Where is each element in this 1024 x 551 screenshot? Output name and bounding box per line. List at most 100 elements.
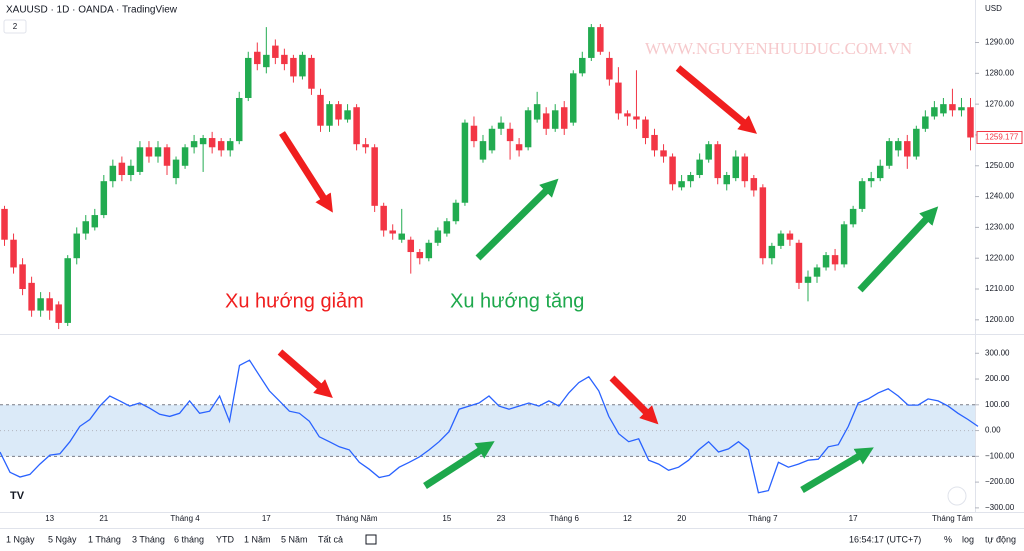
candle-body: [705, 144, 712, 160]
candle-body: [64, 258, 71, 323]
arrow-down: [609, 375, 659, 425]
candle-body: [299, 54, 306, 77]
clock: 16:54:17 (UTC+7): [849, 534, 921, 544]
candle-body: [272, 45, 279, 58]
candle-body: [759, 187, 767, 259]
candle-body: [786, 233, 794, 240]
candle-body: [768, 245, 776, 259]
candle-body: [163, 147, 171, 166]
candle-body: [199, 138, 207, 145]
candle-body: [678, 181, 685, 188]
x-tick-label: Tháng 4: [170, 514, 200, 523]
candle-body: [831, 255, 839, 265]
auto-toggle[interactable]: tự động: [985, 534, 1016, 544]
candle-body: [407, 239, 415, 253]
candle-body: [55, 304, 62, 323]
x-tick-label: 17: [849, 514, 858, 523]
candle-body: [795, 242, 803, 283]
range-button[interactable]: 1 Ngày: [6, 534, 35, 544]
range-button[interactable]: Tất cả: [318, 534, 343, 544]
range-button[interactable]: 6 tháng: [174, 534, 204, 544]
y-tick-label: 1200.00: [985, 315, 1014, 324]
candle-body: [633, 116, 640, 120]
candle-body: [904, 141, 911, 157]
x-tick-label: 21: [99, 514, 108, 523]
candle-body: [254, 51, 261, 65]
watermark: WWW.NGUYENHUUDUC.COM.VN: [645, 39, 912, 58]
candle-body: [876, 165, 884, 179]
candle-body: [353, 107, 360, 145]
date-range-icon[interactable]: [365, 534, 377, 545]
x-tick-label: Tháng Năm: [336, 514, 378, 523]
y-tick-label: −100.00: [985, 451, 1015, 460]
candle-body: [263, 54, 270, 68]
arrow-down: [277, 349, 333, 398]
candle-body: [19, 264, 26, 290]
candle-body: [867, 178, 875, 182]
candle-body: [452, 202, 460, 222]
candle-body: [362, 144, 369, 148]
range-button[interactable]: 3 Tháng: [132, 534, 165, 544]
badge-box[interactable]: [3, 19, 27, 34]
y-tick-label: 1220.00: [985, 253, 1014, 262]
candle-body: [389, 230, 396, 234]
candle-body: [687, 175, 694, 182]
candle-body: [10, 239, 17, 268]
currency[interactable]: USD: [985, 4, 1002, 13]
candle-body: [208, 138, 216, 148]
range-button[interactable]: 1 Tháng: [88, 534, 121, 544]
candle-body: [858, 181, 866, 209]
candle-body: [931, 107, 938, 117]
candle-body: [913, 128, 920, 157]
x-tick-label: 23: [497, 514, 506, 523]
candle-body: [235, 97, 243, 142]
y-tick-label: 1290.00: [985, 38, 1014, 47]
candle-body: [73, 233, 80, 259]
y-tick-label: 300.00: [985, 348, 1010, 357]
candle-body: [696, 159, 703, 176]
tv-logo: TV: [10, 490, 25, 502]
x-tick-label: 12: [623, 514, 632, 523]
log-toggle[interactable]: log: [962, 534, 974, 544]
candle-body: [804, 276, 812, 283]
candle-body: [597, 27, 604, 52]
x-tick-label: 15: [442, 514, 451, 523]
candle-body: [434, 230, 442, 243]
percent-toggle[interactable]: %: [944, 534, 952, 544]
x-tick-label: 13: [45, 514, 54, 523]
candle-body: [524, 110, 532, 148]
candle-body: [371, 147, 378, 206]
candle-body: [588, 27, 595, 58]
candle-body: [335, 104, 342, 120]
candle-body: [741, 156, 749, 182]
range-button[interactable]: 1 Năm: [244, 534, 271, 544]
candle-body: [245, 57, 252, 98]
candle-body: [949, 104, 956, 111]
candle-body: [127, 165, 135, 176]
x-tick-label: 20: [677, 514, 686, 523]
candle-body: [732, 156, 740, 179]
arrow-down: [675, 65, 757, 134]
range-button[interactable]: 5 Ngày: [48, 534, 77, 544]
candle-body: [922, 116, 929, 129]
y-tick-label: 1240.00: [985, 192, 1014, 201]
candle-body: [606, 57, 613, 80]
x-tick-label: 17: [262, 514, 271, 523]
candle-body: [723, 175, 730, 185]
arrow-down: [279, 131, 333, 213]
candle-body: [308, 57, 315, 89]
symbol-title: XAUUSD · 1D · OANDA · TradingView: [6, 5, 178, 16]
range-button[interactable]: 5 Năm: [281, 534, 308, 544]
candle-body: [542, 113, 550, 129]
candle-body: [624, 113, 631, 117]
candle-body: [136, 147, 144, 172]
range-button[interactable]: YTD: [216, 534, 235, 544]
candle-body: [470, 125, 478, 142]
arrows: [277, 65, 939, 494]
candle-body: [1, 208, 8, 240]
scroll-button[interactable]: [947, 486, 967, 506]
badge[interactable]: 2: [13, 22, 18, 31]
last-price-label: 1259.177: [985, 133, 1019, 142]
y-tick-label: 0.00: [985, 426, 1001, 435]
candle-body: [669, 156, 676, 185]
